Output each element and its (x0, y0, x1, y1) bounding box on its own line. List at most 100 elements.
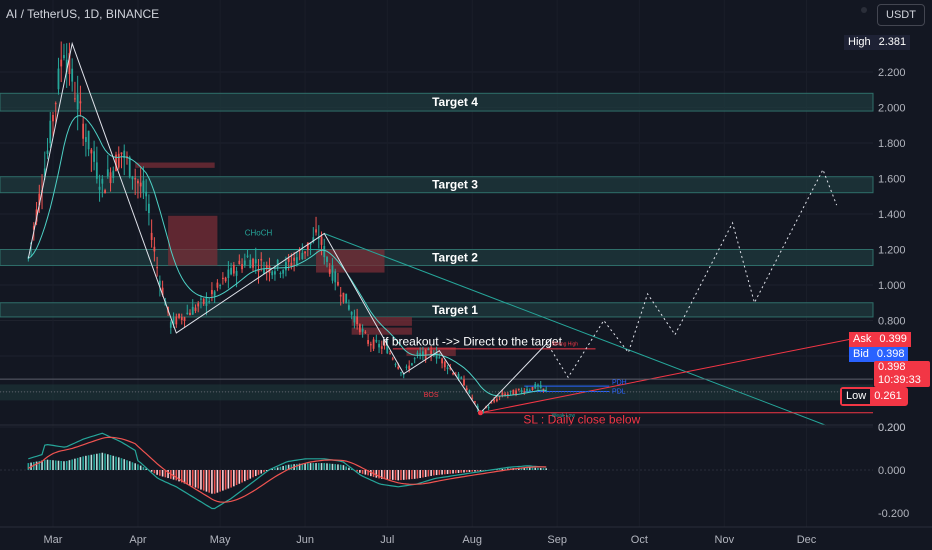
trend-lines (0, 233, 874, 426)
candle-body (515, 390, 517, 395)
candle-body (287, 258, 290, 262)
candle-body (139, 182, 142, 187)
bid-label: Bid (849, 347, 873, 362)
candle-body (205, 297, 208, 306)
candle-body (213, 291, 216, 296)
y-tick-label: 1.600 (878, 174, 906, 186)
candle-body (468, 390, 471, 394)
candle-body (504, 393, 506, 396)
candle-body (178, 313, 180, 318)
x-tick-label: Sep (547, 534, 567, 546)
x-tick-label: Apr (129, 534, 146, 546)
candle-body (312, 237, 315, 243)
candle-body (463, 379, 465, 386)
candle-body (408, 365, 411, 370)
candle-body (219, 285, 222, 287)
candle-body (452, 373, 454, 375)
candle-body (211, 290, 213, 295)
ask-value: 0.399 (875, 332, 911, 347)
candle-body (402, 373, 405, 376)
x-tick-label: Aug (462, 534, 482, 546)
candle-body (158, 280, 161, 286)
candle-body (221, 277, 224, 280)
y-tick-label: 0.800 (878, 316, 906, 328)
candle-body (331, 265, 334, 281)
high-label: High (844, 35, 875, 50)
candle-body (435, 351, 438, 359)
candle-body (337, 281, 339, 286)
bar-countdown: 10:39:33 (878, 374, 921, 386)
macd-tick-label: -0.200 (878, 508, 909, 520)
candle-body (539, 385, 542, 389)
candle-body (271, 271, 274, 276)
candle-body (106, 169, 109, 177)
candle-body (493, 399, 496, 402)
candle-body (134, 177, 137, 180)
last-price-tag: 0.398 10:39:33 (874, 361, 930, 387)
candle-body (260, 258, 263, 261)
candle-body (482, 411, 485, 413)
y-tick-label: 1.000 (878, 280, 906, 292)
choch-label: CHoCH (245, 228, 273, 237)
breakout-note: if breakout ->> Direct to the target (383, 334, 563, 348)
macd-pane (0, 424, 873, 510)
candle-body (413, 358, 416, 360)
macd-tick-label: 0.000 (878, 465, 906, 477)
candle-body (348, 305, 350, 310)
high-value: 2.381 (874, 35, 911, 50)
candle-body (386, 346, 389, 354)
low-marker (477, 410, 483, 416)
candle-body (474, 401, 476, 403)
candle-body (76, 94, 79, 110)
y-tick-label: 2.000 (878, 103, 906, 115)
candle-body (501, 392, 504, 396)
candle-body (142, 180, 145, 193)
candle-body (306, 242, 309, 250)
pdh-label: PDH (612, 379, 627, 386)
ask-label: Ask (849, 332, 876, 347)
candle-body (369, 343, 372, 346)
candle-body (378, 343, 380, 348)
candle-body (487, 407, 490, 409)
candle-body (161, 287, 164, 295)
candle-body (364, 331, 367, 333)
candle-body (512, 389, 515, 395)
candle-body (150, 232, 153, 240)
strong-high-label: Strong High (552, 341, 579, 347)
low-label: Low (842, 389, 871, 404)
ema-line (28, 115, 547, 397)
time-axis: Mar Apr May Jun Jul Aug Sep Oct Nov Dec (0, 526, 932, 546)
y-tick-label: 1.200 (878, 245, 906, 257)
high-price-tag: High 2.381 (844, 35, 911, 50)
candle-body (120, 152, 123, 155)
candle-body (531, 386, 534, 390)
candle-body (87, 130, 90, 150)
candle-body (517, 388, 520, 390)
currency-button[interactable]: USDT (877, 4, 925, 26)
candle-body (397, 366, 400, 369)
x-tick-label: Oct (631, 534, 648, 546)
x-tick-label: Jul (380, 534, 394, 546)
candle-body (523, 391, 526, 393)
support-zone (0, 384, 873, 401)
candle-body (361, 328, 364, 332)
candle-body (498, 396, 501, 398)
candle-body (246, 255, 249, 257)
candle-body (216, 282, 219, 288)
candle-body (74, 98, 76, 100)
candle-body (71, 68, 74, 82)
candle-body (257, 269, 260, 272)
candle-body (57, 68, 60, 90)
wave-path (27, 41, 553, 414)
candle-body (323, 246, 326, 258)
candle-body (249, 259, 252, 269)
candle-body (68, 53, 71, 74)
candle-body (38, 193, 41, 206)
ascending-trendline (480, 334, 874, 414)
symbol-title[interactable]: AI / TetherUS, 1D, BINANCE (6, 7, 160, 21)
candle-body (194, 307, 197, 311)
candle-body (290, 262, 293, 267)
candle-body (169, 322, 172, 328)
y-tick-label: 1.400 (878, 209, 906, 221)
